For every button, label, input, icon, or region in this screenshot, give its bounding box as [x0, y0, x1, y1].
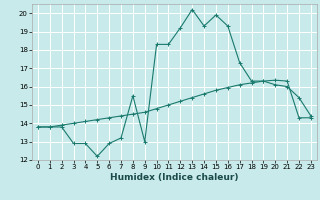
- X-axis label: Humidex (Indice chaleur): Humidex (Indice chaleur): [110, 173, 239, 182]
